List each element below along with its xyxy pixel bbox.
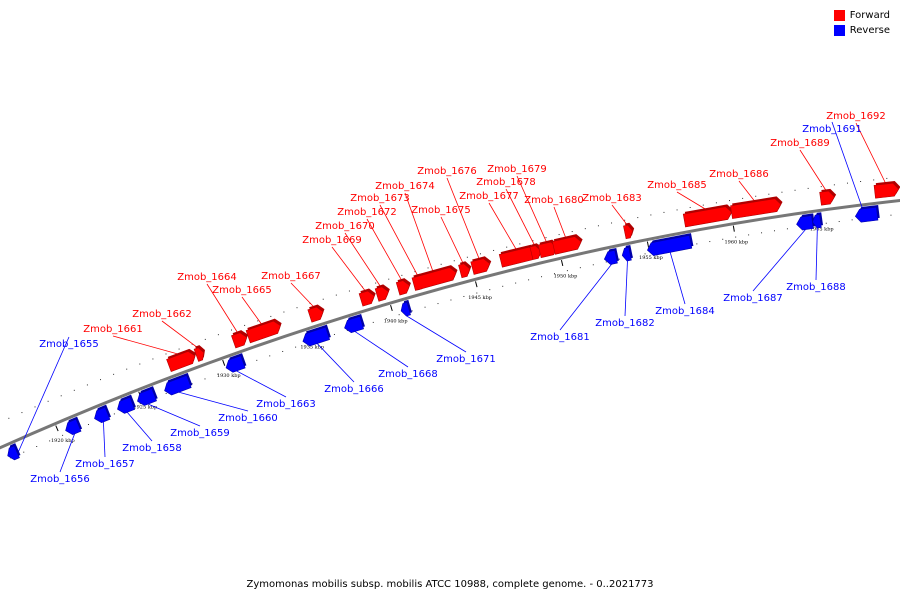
legend-forward: Forward xyxy=(833,8,890,23)
gene-label[interactable]: Zmob_1672 xyxy=(337,207,397,218)
gene-features xyxy=(7,180,900,461)
gene-arrow[interactable] xyxy=(411,267,457,291)
gene-label[interactable]: Zmob_1657 xyxy=(75,459,135,470)
reverse-swatch xyxy=(833,25,845,36)
gene-arrow[interactable] xyxy=(94,406,111,424)
gene-arrow[interactable] xyxy=(307,306,324,323)
gene-arrow[interactable] xyxy=(812,214,822,229)
gene-arrow[interactable] xyxy=(873,182,900,199)
gene-label[interactable]: Zmob_1660 xyxy=(218,413,278,424)
gene-label[interactable]: Zmob_1673 xyxy=(350,193,410,204)
scale-tick-label: 1925 kbp xyxy=(133,404,157,410)
gene-arrow[interactable] xyxy=(682,206,732,228)
gene-arrow[interactable] xyxy=(647,235,693,256)
scale-tick-label: 1940 kbp xyxy=(384,318,408,324)
gene-arrow[interactable] xyxy=(358,290,375,307)
gene-label[interactable]: Zmob_1676 xyxy=(417,166,477,177)
gene-label[interactable]: Zmob_1661 xyxy=(83,324,143,335)
gene-label[interactable]: Zmob_1670 xyxy=(315,221,375,232)
gene-arrow[interactable] xyxy=(344,316,365,334)
gene-label[interactable]: Zmob_1668 xyxy=(378,369,438,380)
gene-arrow[interactable] xyxy=(65,418,82,436)
gene-label[interactable]: Zmob_1688 xyxy=(786,282,846,293)
gene-arrow[interactable] xyxy=(603,249,618,265)
genome-backbone xyxy=(0,199,900,450)
gene-arrow[interactable] xyxy=(166,351,196,373)
label-leaders xyxy=(14,121,887,473)
gene-label[interactable]: Zmob_1671 xyxy=(436,354,496,365)
gene-label[interactable]: Zmob_1667 xyxy=(261,271,321,282)
gene-arrow[interactable] xyxy=(164,375,192,396)
gene-label[interactable]: Zmob_1689 xyxy=(770,138,830,149)
gene-arrow[interactable] xyxy=(7,445,20,461)
gene-arrow[interactable] xyxy=(730,198,782,219)
scale-tick-label: 1955 kbp xyxy=(639,255,663,261)
gene-arrow[interactable] xyxy=(458,263,471,279)
gene-label[interactable]: Zmob_1681 xyxy=(530,332,590,343)
gene-arrow[interactable] xyxy=(551,236,582,255)
genome-caption: Zymomonas mobilis subsp. mobilis ATCC 10… xyxy=(246,579,654,590)
scale-tick-label: 1930 kbp xyxy=(217,373,241,379)
gene-label[interactable]: Zmob_1664 xyxy=(177,272,237,283)
gene-label[interactable]: Zmob_1679 xyxy=(487,164,547,175)
gene-arrow[interactable] xyxy=(400,302,411,317)
gene-label[interactable]: Zmob_1687 xyxy=(723,293,783,304)
gene-label[interactable]: Zmob_1678 xyxy=(476,177,536,188)
scale-tick-label: 1945 kbp xyxy=(468,295,492,301)
forward-swatch xyxy=(833,10,845,21)
gene-label[interactable]: Zmob_1666 xyxy=(324,384,384,395)
gene-arrow[interactable] xyxy=(529,245,542,260)
gene-label[interactable]: Zmob_1665 xyxy=(212,285,272,296)
gene-label[interactable]: Zmob_1684 xyxy=(655,306,715,317)
legend-reverse-label: Reverse xyxy=(849,25,890,36)
gene-arrow[interactable] xyxy=(302,326,330,347)
gene-labels: Zmob_1655 Zmob_1656 Zmob_1657 Zmob_1658 Zmob… xyxy=(30,111,886,485)
gene-arrow[interactable] xyxy=(117,396,136,414)
gene-label[interactable]: Zmob_1663 xyxy=(256,399,316,410)
gene-arrow[interactable] xyxy=(137,388,157,406)
gene-arrow[interactable] xyxy=(470,258,491,275)
gene-label[interactable]: Zmob_1680 xyxy=(524,195,584,206)
gene-arrow[interactable] xyxy=(796,215,814,231)
dotted-guides xyxy=(8,177,892,459)
legend-reverse: Reverse xyxy=(833,23,890,38)
gene-arrow[interactable] xyxy=(231,332,248,349)
gene-label[interactable]: Zmob_1685 xyxy=(647,180,707,191)
scale-tick-label: 1935 kbp xyxy=(300,344,324,350)
gene-arrow[interactable] xyxy=(395,280,410,296)
scale-tick-label: 1965 kbp xyxy=(810,226,834,232)
gene-arrow[interactable] xyxy=(623,224,633,240)
scale-tick-label: 1920 kbp xyxy=(51,438,75,444)
gene-arrow[interactable] xyxy=(854,206,879,223)
gene-label[interactable]: Zmob_1674 xyxy=(375,181,435,192)
gene-label[interactable]: Zmob_1692 xyxy=(826,111,886,122)
gene-label[interactable]: Zmob_1659 xyxy=(170,428,230,439)
gene-label[interactable]: Zmob_1662 xyxy=(132,309,192,320)
gene-label[interactable]: Zmob_1675 xyxy=(411,205,471,216)
gene-arrow[interactable] xyxy=(374,286,389,302)
gene-arrow[interactable] xyxy=(193,347,205,362)
gene-arrow[interactable] xyxy=(621,247,632,262)
legend-forward-label: Forward xyxy=(849,10,890,21)
gene-label[interactable]: Zmob_1683 xyxy=(582,193,642,204)
gene-label[interactable]: Zmob_1658 xyxy=(122,443,182,454)
gene-label[interactable]: Zmob_1655 xyxy=(39,339,99,350)
gene-label[interactable]: Zmob_1656 xyxy=(30,474,90,485)
gene-label[interactable]: Zmob_1669 xyxy=(302,235,362,246)
gene-arrow[interactable] xyxy=(225,355,246,373)
scale-tick-label: 1950 kbp xyxy=(554,274,578,280)
gene-label[interactable]: Zmob_1686 xyxy=(709,169,769,180)
gene-arrow[interactable] xyxy=(245,320,281,344)
gene-label[interactable]: Zmob_1682 xyxy=(595,318,655,329)
legend: Forward Reverse xyxy=(833,8,890,38)
gene-label[interactable]: Zmob_1691 xyxy=(802,124,862,135)
scale-ticks: 1920 kbp 1925 kbp 1930 kbp 1935 kbp 1940 kbp… xyxy=(51,212,834,444)
gene-arrow[interactable] xyxy=(819,190,835,206)
gene-label[interactable]: Zmob_1677 xyxy=(459,191,519,202)
scale-tick-label: 1960 kbp xyxy=(724,239,748,245)
